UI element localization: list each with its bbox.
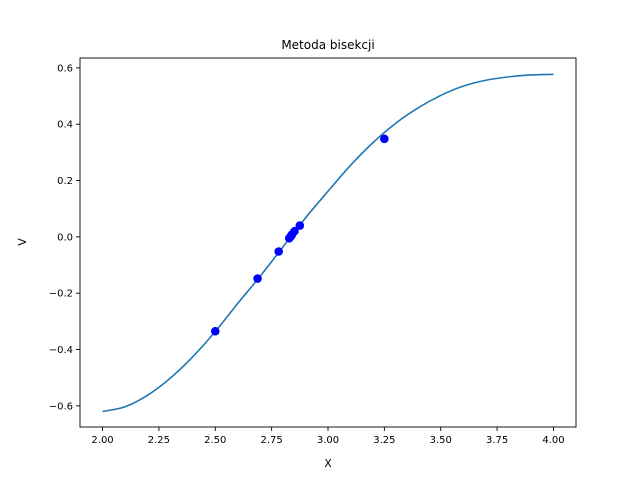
y-tick-label: 0.2 [57, 176, 73, 187]
y-tick-label: 0.0 [57, 232, 73, 243]
x-tick-label: 2.50 [204, 435, 226, 446]
y-tick-label: −0.2 [49, 289, 73, 300]
bisection-point [295, 221, 305, 230]
y-tick-label: −0.4 [49, 345, 73, 356]
bisection-point [253, 274, 262, 283]
y-tick-label: 0.6 [57, 63, 73, 74]
chart-title: Metoda bisekcji [281, 38, 374, 52]
bisection-point [210, 326, 220, 336]
x-tick-label: 4.00 [542, 435, 564, 446]
x-tick-label: 3.75 [486, 435, 508, 446]
plot-area [102, 73, 554, 413]
x-axis-label: X [324, 457, 332, 470]
x-tick-label: 3.50 [430, 435, 452, 446]
x-tick-label: 2.25 [148, 435, 170, 446]
y-tick-label: −0.6 [49, 401, 73, 412]
bisection-point [286, 231, 296, 241]
bisection-point [380, 134, 389, 144]
axes-frame [79, 57, 577, 428]
x-tick-label: 2.75 [261, 435, 283, 446]
x-tick-label: 2.00 [91, 435, 113, 446]
x-tick-label: 3.25 [373, 435, 395, 446]
bisection-point [274, 247, 283, 256]
y-tick-label: 0.4 [57, 120, 73, 131]
function-curve [102, 73, 554, 413]
x-tick-label: 3.00 [317, 435, 339, 446]
y-axis-label: V [16, 238, 29, 246]
axes: 2.00 2.25 2.50 2.75 3.00 3.25 3.50 3.75 4.00 −0.6… [49, 57, 577, 446]
